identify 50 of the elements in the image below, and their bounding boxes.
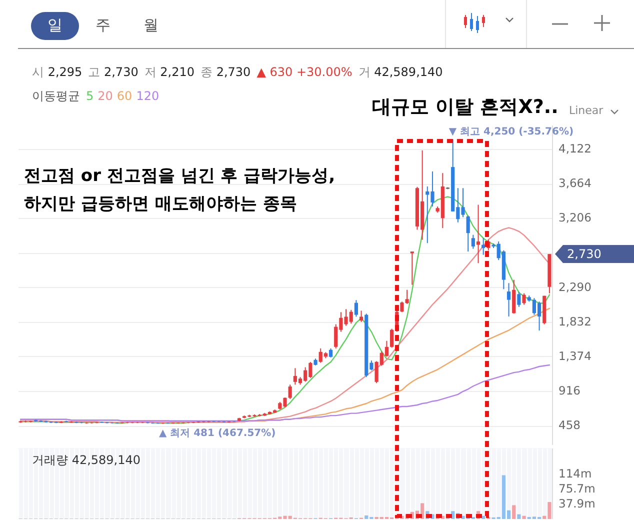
candlestick [471, 234, 475, 250]
y-tick-label: 916 [558, 383, 580, 398]
legend-title: 이동평균 [32, 89, 80, 104]
candlestick [288, 384, 292, 400]
candlestick [476, 204, 480, 264]
y-tick-label: 75.7m [558, 482, 596, 496]
bar [522, 516, 526, 519]
text: 2,730 [567, 246, 602, 262]
y-tick-label: 458 [558, 418, 580, 432]
line-series [20, 364, 550, 422]
text: 5 [86, 89, 94, 104]
candlestick [410, 250, 414, 286]
text: 120 [136, 89, 160, 104]
text: 시 2,295 [32, 65, 82, 79]
y-tick-label: 114m [558, 466, 592, 481]
text: 60 [116, 89, 132, 104]
candlestick [390, 328, 394, 348]
candlestick [506, 282, 511, 317]
annotation: ▲ 최저 481 (467.57%) [158, 428, 276, 439]
text: 종 2,730 [200, 65, 251, 79]
y-tick-label: 4,122 [558, 142, 592, 156]
text: 20 [98, 89, 113, 104]
candlestick [466, 215, 470, 252]
candlestick [517, 291, 521, 308]
annotation: 하지만 급등하면 매도해야하는 종목 [24, 194, 297, 214]
candlestick [328, 348, 333, 358]
text: 주 [94, 16, 112, 34]
text: 일 [46, 16, 64, 34]
bar [517, 514, 521, 519]
text: 대규모 이탈 흔적X?.. [372, 96, 558, 119]
candlestick [354, 300, 358, 318]
y-tick-label: 37.9m [558, 496, 596, 511]
text: 거래량 42,589,140 [32, 453, 141, 468]
y-tick-label: 2,290 [558, 280, 592, 294]
candlestick [512, 279, 516, 314]
annotation: 전고점 or 전고점을 넘긴 후 급락가능성, [24, 166, 336, 186]
candlestick [522, 292, 526, 306]
text: 저 2,210 [144, 65, 195, 79]
bar [512, 505, 516, 519]
annotation: ▼ 최고 4,250 (-35.76%) [448, 126, 574, 138]
candlestick [359, 310, 364, 322]
text: ▲ 630 +30.00% [256, 65, 352, 79]
text: 고 2,730 [88, 65, 138, 79]
y-tick-label: 3,664 [558, 176, 592, 190]
text: 거 42,589,140 [358, 65, 443, 79]
y-tick-label: 3,206 [558, 210, 592, 225]
text: Linear [569, 104, 604, 118]
y-tick-label: 1,832 [558, 314, 592, 328]
y-tick-label: 1,374 [558, 348, 592, 363]
text: 월 [142, 16, 160, 34]
